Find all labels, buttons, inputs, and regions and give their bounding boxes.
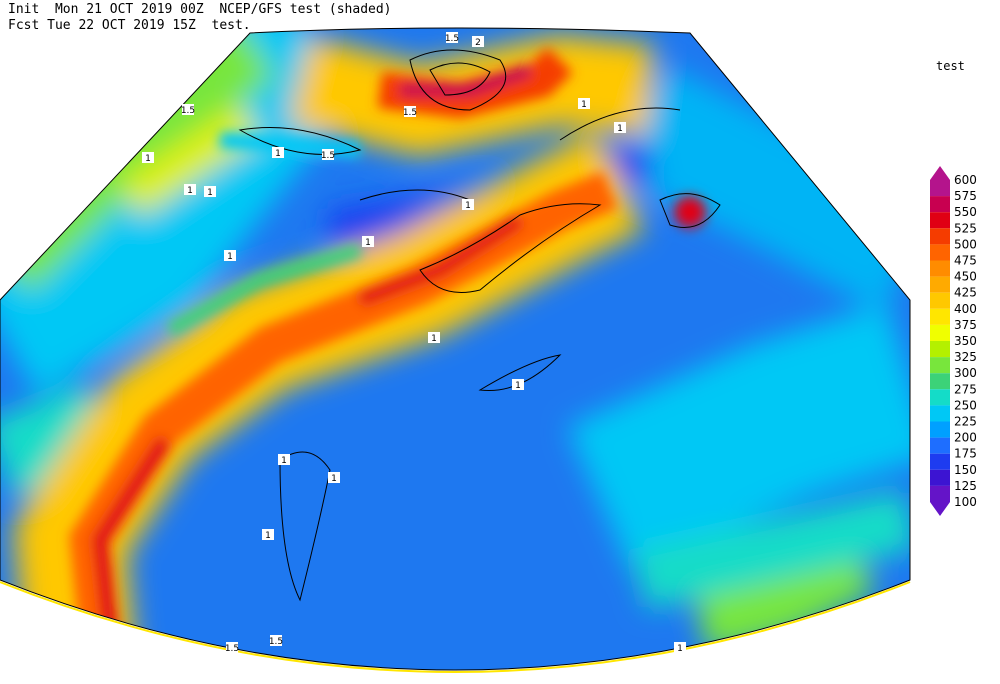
- contour-label-bg: [322, 149, 334, 160]
- colorbar-box: [930, 276, 950, 293]
- colorbar-label: 125: [954, 479, 977, 493]
- header-line: Init Mon 21 OCT 2019 00Z NCEP/GFS test (…: [8, 2, 392, 17]
- contour-label: 1: [677, 644, 683, 654]
- contour-label-bg: [204, 186, 216, 197]
- colorbar-label: 100: [954, 495, 977, 509]
- contour-label-bg: [674, 642, 686, 653]
- colorbar-title: test: [936, 59, 965, 73]
- colorbar-label: 325: [954, 350, 977, 364]
- contour-label: 1: [515, 381, 521, 391]
- contour-label-bg: [224, 250, 236, 261]
- colorbar-label: 250: [954, 398, 977, 412]
- contour-label: 2: [475, 38, 481, 48]
- contour-label: 1: [187, 186, 193, 196]
- colorbar-label: 400: [954, 302, 977, 316]
- contour-label: 1.5: [181, 106, 195, 116]
- colorbar-box: [930, 405, 950, 422]
- contour-label: 1: [281, 456, 287, 466]
- contour-label-bg: [272, 147, 284, 158]
- contour-label-bg: [226, 642, 238, 653]
- colorbar-box: [930, 244, 950, 261]
- colorbar-label: 525: [954, 221, 977, 235]
- contour-label: 1.5: [321, 151, 335, 161]
- colorbar-box: [930, 212, 950, 229]
- contours: [238, 49, 721, 602]
- contour-label-bg: [184, 184, 196, 195]
- contour-label-bg: [278, 454, 290, 465]
- colorbar-label: 350: [954, 334, 977, 348]
- contour-label: 1: [465, 201, 471, 211]
- map-edge: [0, 581, 911, 673]
- contour-label-bg: [428, 332, 440, 343]
- contour-label-bg: [446, 32, 458, 43]
- contour-label-bg: [182, 104, 194, 115]
- colorbar-box: [930, 228, 950, 245]
- colorbar-box: [930, 389, 950, 406]
- colorbar-label: 600: [954, 173, 977, 187]
- contour-label-bg: [404, 106, 416, 117]
- contour-label-bg: [472, 36, 484, 47]
- contour-label: 1: [145, 154, 151, 164]
- colorbar-box: [930, 196, 950, 213]
- colorbar-box: [930, 324, 950, 341]
- colorbar-label: 475: [954, 254, 977, 268]
- header-line: Fcst Tue 22 OCT 2019 15Z test.: [8, 18, 251, 33]
- contour-label: 1.5: [225, 644, 239, 654]
- contour-label: 1.5: [269, 637, 283, 647]
- colorbar-label: 375: [954, 318, 977, 332]
- contour-label-bg: [578, 98, 590, 109]
- colorbar-box: [930, 357, 950, 374]
- contour-label-bg: [512, 379, 524, 390]
- contour-label: 1.5: [445, 34, 459, 44]
- colorbar-label: 575: [954, 189, 977, 203]
- contour-label-bg: [462, 199, 474, 210]
- contour-label-bg: [328, 472, 340, 483]
- colorbar-box: [930, 308, 950, 325]
- contour-label: 1: [431, 334, 437, 344]
- colorbar-label: 175: [954, 447, 977, 461]
- colorbar-box: [930, 292, 950, 309]
- colorbar-box: [930, 437, 950, 454]
- contour-label: 1: [265, 531, 271, 541]
- contour-label: 1: [365, 238, 371, 248]
- contour-label: 1: [331, 474, 337, 484]
- contour-label: 1: [207, 188, 213, 198]
- colorbar-label: 200: [954, 431, 977, 445]
- map-border: [0, 27, 911, 671]
- colorbar-box: [930, 469, 950, 486]
- colorbar-box: [930, 373, 950, 390]
- contour-label: 1.5: [403, 108, 417, 118]
- colorbar-label: 425: [954, 286, 977, 300]
- contour-label-bg: [262, 529, 274, 540]
- contour-label-bg: [270, 635, 282, 646]
- colorbar-box: [930, 180, 950, 197]
- contour-label-bg: [362, 236, 374, 247]
- colorbar-label: 275: [954, 382, 977, 396]
- colorbar-label: 225: [954, 415, 977, 429]
- colorbar-arrow: [930, 502, 950, 516]
- colorbar-label: 300: [954, 366, 977, 380]
- contour-label: 1: [581, 100, 587, 110]
- contour-label: 1: [617, 124, 623, 134]
- colorbar-label: 550: [954, 205, 977, 219]
- contour-label: 1: [275, 149, 281, 159]
- colorbar-box: [930, 421, 950, 438]
- colorbar-box: [930, 341, 950, 358]
- colorbar-box: [930, 485, 950, 502]
- contour-label-bg: [614, 122, 626, 133]
- colorbar-box: [930, 260, 950, 277]
- contour-label: 1: [227, 252, 233, 262]
- colorbar-arrow: [930, 166, 950, 180]
- colorbar-box: [930, 453, 950, 470]
- colorbar-label: 150: [954, 463, 977, 477]
- contour-label-bg: [142, 152, 154, 163]
- colorbar-label: 450: [954, 270, 977, 284]
- colorbar-label: 500: [954, 237, 977, 251]
